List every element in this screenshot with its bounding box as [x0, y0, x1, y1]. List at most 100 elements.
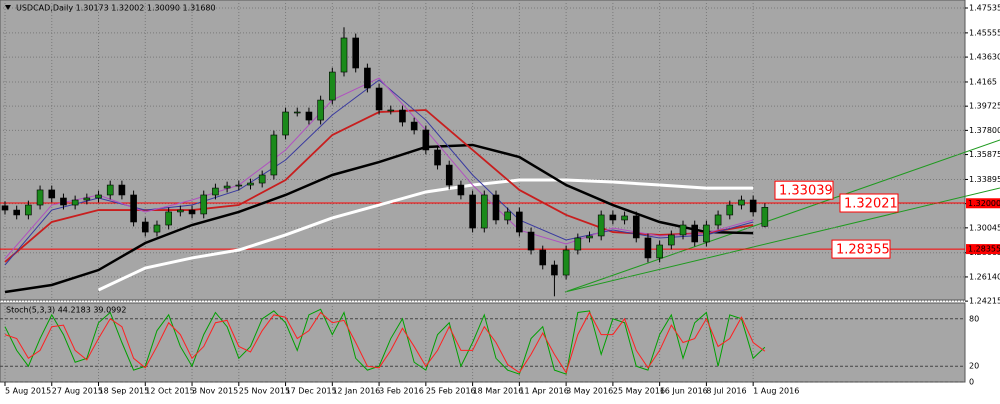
candle-body [71, 199, 79, 206]
candle-body [516, 211, 523, 233]
stoch-tick-label: 20 [969, 362, 979, 371]
candle-body [609, 214, 617, 221]
candle-body [1, 205, 9, 211]
candle-body [200, 194, 208, 215]
candle-body [36, 189, 44, 206]
candle-body [480, 194, 488, 229]
stoch-title: Stoch(5,3,3) 44.2183 39.0992 [6, 306, 126, 315]
candle-body [340, 37, 348, 73]
candle-body [317, 99, 324, 121]
candle-body [726, 204, 734, 216]
x-tick-label: 3 Nov 2015 [192, 387, 238, 396]
y-tick-label: 1.43630 [969, 53, 1000, 62]
candle-body [574, 237, 582, 251]
candle-body [293, 111, 301, 114]
x-tick-label: 11 Apr 2016 [519, 387, 568, 396]
x-tick-label: 25 Nov 2015 [239, 387, 290, 396]
candle-body [738, 199, 745, 206]
y-tick-label: 1.33895 [969, 175, 1000, 184]
stoch-tick-label: 80 [969, 314, 979, 323]
trend-line [564, 139, 1000, 293]
candle-body [597, 214, 605, 237]
candle-body [399, 109, 406, 123]
candle-body [13, 209, 20, 216]
y-tick-label: 1.45555 [969, 28, 1000, 37]
candle-body [679, 224, 687, 236]
moving-average [4, 77, 754, 259]
candle-body [165, 211, 172, 226]
candle-body [106, 184, 114, 196]
candle-body [492, 194, 500, 221]
candle-body [352, 37, 360, 69]
y-tick-label: 1.26140 [969, 272, 1000, 281]
y-tick-label: 1.30045 [969, 223, 1000, 232]
stoch-pane [0, 302, 966, 383]
x-tick-label: 5 Aug 2015 [5, 387, 51, 396]
candle-body [457, 184, 465, 196]
moving-average [4, 143, 754, 294]
candle-body [434, 149, 441, 166]
level-label: 1.32021 [844, 197, 898, 212]
candle-body [83, 197, 91, 201]
level-box [774, 180, 834, 200]
candle-body [527, 231, 535, 251]
axis-marker-label: 1.28355 [968, 245, 1000, 254]
x-tick-label: 17 Dec 2015 [286, 387, 337, 396]
x-tick-label: 25 May 2016 [613, 387, 665, 396]
candle-body [48, 189, 56, 199]
candle-body [95, 194, 102, 199]
level-label: 1.33039 [779, 184, 833, 199]
candle-body [305, 111, 313, 121]
level-label: 1.28355 [836, 243, 890, 258]
x-tick-label: 12 Jan 2016 [332, 387, 380, 396]
candle-body [130, 194, 137, 223]
candle-body [375, 87, 383, 111]
candle-body [422, 129, 430, 151]
candle-body [469, 194, 476, 229]
candle-body [258, 174, 266, 184]
candle-body [714, 214, 722, 226]
y-tick-label: 1.4165 [969, 77, 997, 86]
candle-body [621, 215, 628, 221]
x-tick-label: 16 Jun 2016 [660, 387, 708, 396]
x-tick-label: 3 May 2016 [566, 387, 613, 396]
candle-body [632, 215, 640, 239]
candle-body [703, 224, 710, 243]
x-tick-label: 3 Feb 2016 [379, 387, 424, 396]
axis-marker-label: 1.32000 [968, 199, 1000, 208]
candle-body [445, 164, 453, 186]
candle-body [551, 264, 558, 276]
axis-marker [966, 244, 1000, 255]
axis-marker [966, 198, 1000, 209]
x-tick-label: 18 Mar 2016 [473, 387, 524, 396]
candle-body [60, 197, 67, 206]
y-tick-label: 1.35875 [969, 150, 1000, 159]
candle-body [539, 249, 547, 266]
stoch-tick-label: 0 [969, 378, 974, 387]
y-tick-label: 1.37800 [969, 126, 1000, 135]
x-tick-label: 27 Aug 2015 [52, 387, 103, 396]
candle-body [364, 67, 371, 89]
x-tick-label: 1 Aug 2016 [753, 387, 799, 396]
stoch-line [4, 308, 766, 375]
candle-body [586, 235, 593, 239]
candle-body [668, 234, 675, 246]
candle-body [235, 184, 243, 187]
candle-body [387, 109, 395, 112]
candle-body [141, 221, 149, 233]
x-tick-label: 8 Jul 2016 [706, 387, 746, 396]
candle-body [761, 206, 769, 227]
candle-body [656, 244, 663, 259]
x-tick-label: 18 Sep 2015 [99, 387, 150, 396]
candle-body [223, 185, 231, 189]
candle-body [504, 211, 511, 221]
chart-title: USDCAD,Daily 1.30173 1.32002 1.30090 1.3… [16, 4, 216, 13]
level-box [839, 193, 899, 213]
candle-body [329, 71, 336, 101]
trend-line [564, 187, 1000, 293]
candle-body [282, 111, 289, 136]
candle-body [118, 184, 126, 196]
x-tick-label: 12 Oct 2015 [145, 387, 194, 396]
y-tick-label: 1.24215 [969, 297, 1000, 306]
